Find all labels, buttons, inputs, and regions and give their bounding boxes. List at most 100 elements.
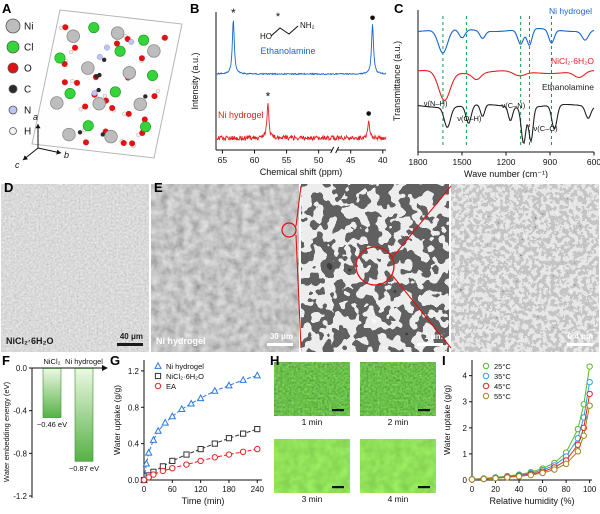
droplet-image-grid: 1 min 2 min 3 min 4 min (274, 362, 436, 504)
y-axis-label: Water uptake (g/g) (112, 385, 122, 455)
droplet-micrograph (274, 439, 350, 493)
trace-label: Ethanolamine (542, 82, 594, 92)
svg-text:50: 50 (314, 155, 324, 165)
svg-text:900: 900 (543, 157, 557, 167)
legend-entry-2: 45°C (494, 382, 511, 391)
band-annotation: ν(C–O) (534, 124, 559, 133)
y-axis-label: Transmittance (a.u.) (392, 41, 402, 121)
band-annotation: ν(N–H) (424, 99, 448, 108)
legend-swatch-Cl (6, 40, 20, 54)
series-line-2 (471, 393, 591, 480)
panel-g: G 0 60 120 180 240 0.0 0.4 0.8 1.2 Time (min) Wate… (108, 352, 268, 514)
svg-text:55: 55 (282, 155, 292, 165)
svg-text:100: 100 (583, 485, 597, 494)
panel-f: F 0.0 -0.4 -0.8 -1.2 Water embedding energy … (0, 352, 108, 514)
legend-entry-1: NiCl₂·6H₂O (166, 372, 204, 381)
bar-0 (42, 368, 62, 418)
x-axis-label: Time (min) (182, 496, 225, 506)
molecule-nh2-label: NH₂ (300, 21, 315, 30)
droplet-micrograph (274, 362, 350, 416)
droplet-time-label: 1 min (301, 417, 323, 427)
droplet-micrograph (360, 362, 436, 416)
x-axis-label: Relative humidity (%) (489, 496, 574, 506)
droplet-image-4: 4 min (360, 439, 436, 504)
y-axis-label: Water uptake (g/g) (442, 385, 452, 455)
sem-row: D E NiCl₂·6H₂O 40 μm Ni hydrogel 30 μm 1… (0, 178, 600, 352)
legend-label-O: O (24, 64, 32, 75)
embedding-energy-bar-chart: 0.0 -0.4 -0.8 -1.2 Water embedding energy (e… (2, 357, 108, 501)
bar-value-label: −0.87 eV (69, 464, 99, 473)
svg-text:1800: 1800 (409, 157, 428, 167)
sem-micrograph (1, 184, 149, 352)
trace-label-hydrogel: Ni hydrogel (218, 110, 264, 120)
legend-entry-0: 25°C (494, 362, 511, 371)
trace-label: Ni hydrogel (549, 6, 592, 16)
legend-swatch-N (8, 105, 18, 115)
svg-text:1: 1 (463, 450, 468, 459)
svg-text:0.8: 0.8 (128, 403, 140, 412)
svg-text:3: 3 (463, 398, 468, 407)
sem-caption-nicl2: NiCl₂·6H₂O (6, 336, 54, 346)
scale-text-04um: 0.4 μm (567, 332, 593, 341)
legend-entry-2: EA (166, 382, 176, 391)
legend-label-C: C (24, 85, 31, 96)
axis-c-label: c (15, 160, 20, 170)
svg-text:65: 65 (218, 155, 228, 165)
peak-star-marker: * (266, 90, 271, 104)
legend-swatch-O (7, 62, 19, 74)
trace-label: NiCl₂·6H₂O (551, 56, 594, 66)
scale-bar (417, 343, 443, 346)
svg-text:20: 20 (491, 485, 500, 494)
svg-text:1200: 1200 (497, 157, 516, 167)
legend-label-H: H (24, 127, 31, 138)
svg-text:-1.2: -1.2 (13, 492, 27, 501)
scale-text-1um: 1 μm (424, 332, 443, 341)
panel-a-label: A (2, 1, 12, 16)
bar-category-label: Ni hydrogel (65, 357, 103, 366)
svg-text:1500: 1500 (453, 157, 472, 167)
svg-text:60: 60 (168, 485, 177, 494)
svg-text:0.4: 0.4 (128, 440, 140, 449)
ftir-trace-0 (417, 28, 595, 54)
legend-swatch-Ni (5, 18, 21, 34)
sem-micrograph (451, 184, 599, 352)
svg-text:1.2: 1.2 (128, 367, 140, 376)
scale-bar (332, 486, 344, 489)
droplet-time-label: 2 min (387, 417, 409, 427)
nmr-trace-0 (216, 20, 387, 76)
droplet-image-3: 3 min (274, 439, 350, 504)
panel-d-label: D (4, 180, 14, 195)
bar-category-label: NiCl₂ (43, 357, 60, 366)
y-axis-label: Water embedding energy (eV) (2, 381, 11, 482)
legend-swatch-C (8, 84, 18, 94)
sem-micrograph (151, 184, 299, 352)
bar-value-label: −0.46 eV (37, 420, 67, 429)
axis-a-label: a (33, 112, 38, 122)
svg-text:80: 80 (562, 485, 571, 494)
legend-label-Ni: Ni (24, 22, 33, 33)
svg-text:0: 0 (463, 476, 468, 485)
scale-bar (332, 409, 344, 412)
panel-b: B 65 60 55 50 45 40 Chemical shift (ppm) Intens… (188, 0, 392, 178)
panel-h-label: H (270, 353, 280, 368)
droplet-image-2: 2 min (360, 362, 436, 427)
svg-text:45: 45 (346, 155, 356, 165)
droplet-time-label: 4 min (387, 494, 409, 504)
x-axis-label: Wave number (cm⁻¹) (464, 169, 548, 178)
svg-text:120: 120 (194, 485, 208, 494)
peak-star-marker: * (231, 6, 236, 20)
sem-image-nicl2: NiCl₂·6H₂O 40 μm (1, 184, 149, 352)
panel-c: C 1800 1500 1200 900 600 Wave number (cm⁻¹) Tr… (392, 0, 600, 178)
svg-text:-0.4: -0.4 (13, 407, 27, 416)
svg-text:40: 40 (515, 485, 524, 494)
molecule-ho-label: HO (260, 32, 272, 41)
series-line-3 (471, 405, 591, 480)
y-axis-label: Intensity (a.u.) (190, 52, 200, 109)
panel-e-label: E (154, 180, 163, 195)
scale-text-30um: 30 μm (269, 332, 293, 341)
svg-text:180: 180 (222, 485, 236, 494)
scale-text-40um: 40 μm (119, 332, 143, 341)
svg-text:-0.8: -0.8 (13, 449, 27, 458)
axis-b-label: b (64, 150, 69, 160)
